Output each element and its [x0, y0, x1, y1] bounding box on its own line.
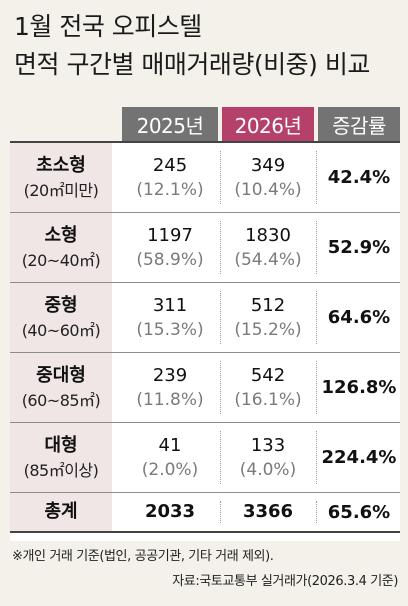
share-2025: (2.0%)	[141, 459, 199, 480]
count-2026: 1830	[245, 224, 291, 246]
title-block: 1월 전국 오피스텔 면적 구간별 매매거래량(비중) 비교	[14, 8, 400, 84]
title-line-1: 1월 전국 오피스텔	[14, 12, 202, 41]
table-row: 대형 (85㎡이상) 41 (2.0%) 133 (4.0%) 224.4%	[10, 423, 400, 493]
column-divider	[220, 221, 221, 274]
share-2025: (15.3%)	[136, 319, 204, 340]
column-divider	[220, 291, 221, 344]
change-rate: 64.6%	[327, 307, 391, 328]
total-2025: 2033	[144, 501, 196, 522]
category-name: 초소형	[36, 154, 86, 176]
total-2026-cell: 3366	[222, 493, 314, 531]
column-divider	[220, 501, 221, 523]
column-divider	[316, 291, 317, 344]
column-divider	[220, 151, 221, 204]
cell-2026: 542 (16.1%)	[222, 353, 314, 422]
column-divider	[220, 361, 221, 414]
total-2025-cell: 2033	[122, 493, 218, 531]
category-range: (20~40㎡)	[21, 250, 101, 270]
header-2026: 2026년	[222, 107, 314, 141]
table-row: 중형 (40~60㎡) 311 (15.3%) 512 (15.2%) 64.6…	[10, 283, 400, 353]
change-rate: 126.8%	[321, 377, 397, 398]
cell-change: 224.4%	[318, 423, 400, 492]
cell-2025: 1197 (58.9%)	[122, 213, 218, 282]
count-2025: 1197	[147, 224, 193, 246]
table-row: 초소형 (20㎡미만) 245 (12.1%) 349 (10.4%) 42.4…	[10, 143, 400, 213]
category-range: (20㎡미만)	[23, 180, 99, 200]
column-divider	[316, 361, 317, 414]
category-cell: 대형 (85㎡이상)	[10, 423, 112, 492]
count-2026: 542	[250, 364, 286, 386]
cell-change: 64.6%	[318, 283, 400, 352]
cell-2025: 239 (11.8%)	[122, 353, 218, 422]
share-2026: (4.0%)	[239, 459, 297, 480]
cell-2026: 512 (15.2%)	[222, 283, 314, 352]
cell-2025: 41 (2.0%)	[122, 423, 218, 492]
cell-2025: 245 (12.1%)	[122, 143, 218, 212]
category-name: 대형	[44, 434, 78, 456]
column-divider	[220, 431, 221, 484]
table-row: 소형 (20~40㎡) 1197 (58.9%) 1830 (54.4%) 52…	[10, 213, 400, 283]
cell-2026: 1830 (54.4%)	[222, 213, 314, 282]
count-2025: 311	[152, 294, 188, 316]
count-2026: 512	[250, 294, 286, 316]
change-rate: 42.4%	[327, 167, 391, 188]
category-name: 소형	[44, 224, 78, 246]
share-2025: (11.8%)	[136, 389, 204, 410]
table-row: 중대형 (60~85㎡) 239 (11.8%) 542 (16.1%) 126…	[10, 353, 400, 423]
total-change: 65.6%	[327, 501, 391, 523]
category-name: 중형	[44, 294, 78, 316]
category-name: 중대형	[36, 364, 86, 386]
total-change-cell: 65.6%	[318, 493, 400, 531]
cell-2026: 349 (10.4%)	[222, 143, 314, 212]
share-2026: (10.4%)	[234, 179, 302, 200]
share-2025: (58.9%)	[136, 249, 204, 270]
share-2026: (15.2%)	[234, 319, 302, 340]
share-2026: (16.1%)	[234, 389, 302, 410]
category-range: (85㎡이상)	[23, 460, 99, 480]
column-divider	[316, 431, 317, 484]
change-rate: 224.4%	[321, 447, 397, 468]
count-2025: 41	[158, 434, 182, 456]
count-2025: 239	[152, 364, 188, 386]
share-2025: (12.1%)	[136, 179, 204, 200]
category-cell: 초소형 (20㎡미만)	[10, 143, 112, 212]
source-note: 자료:국토교통부 실거래가(2026.3.4 기준)	[172, 574, 398, 589]
cell-2025: 311 (15.3%)	[122, 283, 218, 352]
category-cell: 중형 (40~60㎡)	[10, 283, 112, 352]
category-range: (60~85㎡)	[21, 390, 101, 410]
column-divider	[316, 221, 317, 274]
total-row: 총계 2033 3366 65.6%	[10, 493, 400, 533]
header-change-rate: 증감률	[318, 107, 400, 141]
cell-change: 42.4%	[318, 143, 400, 212]
total-label-cell: 총계	[10, 493, 112, 531]
cell-change: 52.9%	[318, 213, 400, 282]
total-2026: 3366	[242, 501, 294, 522]
category-cell: 중대형 (60~85㎡)	[10, 353, 112, 422]
header-2025: 2025년	[122, 107, 218, 141]
change-rate: 52.9%	[327, 237, 391, 258]
column-divider	[316, 501, 317, 523]
category-range: (40~60㎡)	[21, 320, 101, 340]
count-2026: 133	[250, 434, 286, 456]
share-2026: (54.4%)	[234, 249, 302, 270]
total-label: 총계	[44, 501, 78, 522]
count-2026: 349	[250, 154, 286, 176]
footnote: ※개인 거래 기준(법인, 공공기관, 기타 거래 제외).	[12, 549, 274, 564]
title-line-2: 면적 구간별 매매거래량(비중) 비교	[14, 50, 370, 79]
cell-2026: 133 (4.0%)	[222, 423, 314, 492]
count-2025: 245	[152, 154, 188, 176]
comparison-table: 초소형 (20㎡미만) 245 (12.1%) 349 (10.4%) 42.4…	[10, 141, 400, 541]
category-cell: 소형 (20~40㎡)	[10, 213, 112, 282]
column-divider	[316, 151, 317, 204]
cell-change: 126.8%	[318, 353, 400, 422]
